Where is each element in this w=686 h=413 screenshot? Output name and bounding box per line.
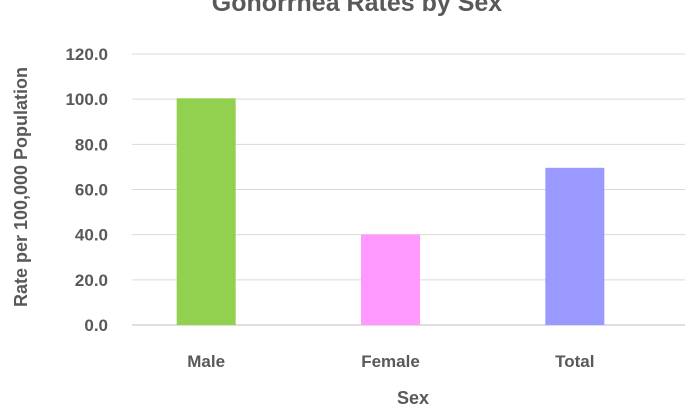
y-tick-label: 100.0 — [65, 90, 108, 109]
y-axis-ticks: 0.0 20.0 40.0 60.0 80.0 100.0 120.0 — [65, 45, 108, 335]
y-tick-label: 0.0 — [84, 316, 108, 335]
x-axis-title: Sex — [397, 388, 429, 408]
x-tick-label: Total — [555, 352, 594, 371]
x-tick-label: Female — [361, 352, 420, 371]
bar-female — [361, 234, 420, 325]
chart-title: Gonorrhea Rates by Sex — [212, 0, 502, 17]
bars — [176, 98, 605, 325]
x-axis-ticks: Male Female Total — [187, 352, 594, 371]
y-axis-title: Rate per 100,000 Population — [11, 67, 31, 307]
y-tick-label: 20.0 — [75, 271, 108, 290]
y-tick-label: 40.0 — [75, 226, 108, 245]
bar-male — [176, 98, 236, 325]
y-tick-label: 120.0 — [65, 45, 108, 64]
y-tick-label: 80.0 — [75, 135, 108, 154]
x-tick-label: Male — [187, 352, 225, 371]
bar-total — [545, 167, 605, 325]
y-tick-label: 60.0 — [75, 181, 108, 200]
